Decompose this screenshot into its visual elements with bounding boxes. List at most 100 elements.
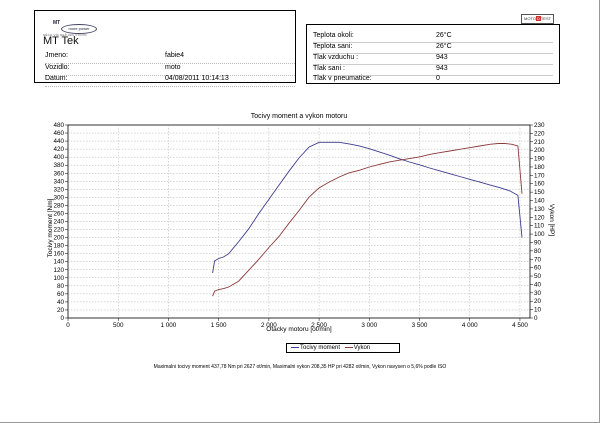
brand-title: MT Tek [43,35,79,47]
logo-oval-text: more power [61,24,97,34]
x-tick-label: 1 000 [161,322,177,329]
field-row-date: Datum: 04/08/2011 10:14:13 [45,75,295,87]
field-row-name: Jmeno: fabie4 [45,52,295,64]
y-left-tick-label: 80 [57,283,65,290]
torque-series-line [212,141,523,274]
y-left-tick-label: 120 [53,267,64,274]
field-label: Vozidlo: [45,64,70,71]
y-right-tick-label: 0 [534,315,538,322]
condition-row: Tlak sani : 943 [313,64,553,76]
y-left-tick-label: 340 [53,178,64,185]
y-left-tick-label: 480 [53,122,64,129]
y-right-tick-label: 140 [534,198,545,205]
badge-right: TEST [540,16,552,21]
x-tick-label: 500 [113,322,124,329]
y-right-tick-label: 10 [534,307,542,314]
y-right-tick-label: 200 [534,147,545,154]
legend-label: Tocivy moment [300,345,341,351]
field-label: Jmeno: [45,52,68,59]
condition-label: Tlak v pneumatice: [313,75,372,82]
condition-row: Teplota okoli: 26°C [313,31,553,43]
field-value: fabie4 [165,52,185,59]
condition-value: 26°C [436,32,452,39]
y-left-tick-label: 40 [57,299,65,306]
y-left-tick-label: 200 [53,235,64,242]
y-right-tick-label: 40 [534,281,542,288]
y-right-tick-label: 170 [534,172,545,179]
y-right-tick-label: 50 [534,273,542,280]
y-right-tick-label: 120 [534,214,545,221]
x-tick-label: 2 000 [261,322,277,329]
y-right-tick-label: 160 [534,181,545,188]
y-left-tick-label: 220 [53,227,64,234]
x-tick-label: 0 [66,322,70,329]
x-tick-label: 2 500 [311,322,327,329]
y-left-tick-label: 20 [57,307,65,314]
y-right-axis-label: Vykon [HP] [548,204,555,236]
y-left-tick-label: 320 [53,186,64,193]
condition-label: Tlak sani : [313,65,345,72]
condition-value: 0 [436,75,440,82]
legend-label: Vykon [353,345,371,351]
badge-mid: D [535,16,541,21]
y-left-tick-label: 300 [53,194,64,201]
y-left-tick-label: 400 [53,154,64,161]
field-row-vehicle: Vozidlo: moto [45,64,295,76]
chart-title: Tocivy moment a vykon motoru [251,113,348,120]
y-right-tick-label: 30 [534,290,542,297]
y-left-tick-label: 240 [53,219,64,226]
y-right-tick-label: 150 [534,189,545,196]
condition-value: 943 [436,65,448,72]
y-right-tick-label: 210 [534,139,545,146]
y-right-tick-label: 180 [534,164,545,171]
badge-left: MOTO [524,16,536,21]
condition-label: Teplota okoli: [313,32,354,39]
dyno-badge: MOTODTEST [521,14,555,24]
legend-swatch [291,346,299,348]
power-series-line [212,143,523,297]
x-tick-label: 3 500 [412,322,428,329]
legend-swatch [344,346,353,348]
y-right-tick-label: 90 [534,239,542,246]
y-left-tick-label: 60 [57,291,65,298]
y-left-tick-label: 100 [53,275,64,282]
y-right-tick-label: 70 [534,256,542,263]
y-right-tick-label: 60 [534,265,542,272]
y-right-tick-label: 20 [534,298,542,305]
y-right-tick-label: 130 [534,206,545,213]
y-left-tick-label: 140 [53,259,64,266]
chart-legend: Tocivy moment Vykon [286,343,400,353]
y-right-tick-label: 100 [534,231,545,238]
y-left-tick-label: 460 [53,130,64,137]
condition-value: 943 [436,54,448,61]
max-values-note: Maximalni tocivy moment 437,78 Nm pri 26… [153,364,447,370]
condition-row: Tlak vzduchu : 943 [313,53,553,65]
company-logo: MT more power [43,15,113,39]
y-left-tick-label: 280 [53,202,64,209]
y-left-tick-label: 380 [53,162,64,169]
y-right-tick-label: 190 [534,156,545,163]
field-value: moto [165,64,181,71]
field-value: 04/08/2011 10:14:13 [165,75,229,82]
conditions-box: Teplota okoli: 26°C Teplota sani: 26°C T… [306,24,560,84]
vehicle-info-box: MT more power NĚCO VÍC NEŽ JEN VÝKON MT … [34,10,296,87]
y-right-tick-label: 80 [534,248,542,255]
x-tick-label: 3 000 [361,322,377,329]
y-left-axis-label: Tocivy moment [Nm] [47,198,54,257]
x-tick-label: 4 500 [512,322,528,329]
y-left-tick-label: 260 [53,210,64,217]
y-left-tick-label: 0 [60,315,64,322]
x-axis-label: Otacky motoru [ot/min] [266,326,332,333]
y-right-tick-label: 230 [534,122,545,129]
logo-mt-text: MT [53,20,61,26]
y-left-tick-label: 440 [53,138,64,145]
y-left-tick-label: 360 [53,170,64,177]
y-right-tick-label: 110 [534,223,545,230]
legend-item-torque: Tocivy moment [291,344,340,352]
logo-tagline: NĚCO VÍC NEŽ JEN VÝKON [43,33,87,37]
condition-value: 26°C [436,43,452,50]
condition-label: Teplota sani: [313,43,353,50]
x-tick-label: 4 000 [462,322,478,329]
